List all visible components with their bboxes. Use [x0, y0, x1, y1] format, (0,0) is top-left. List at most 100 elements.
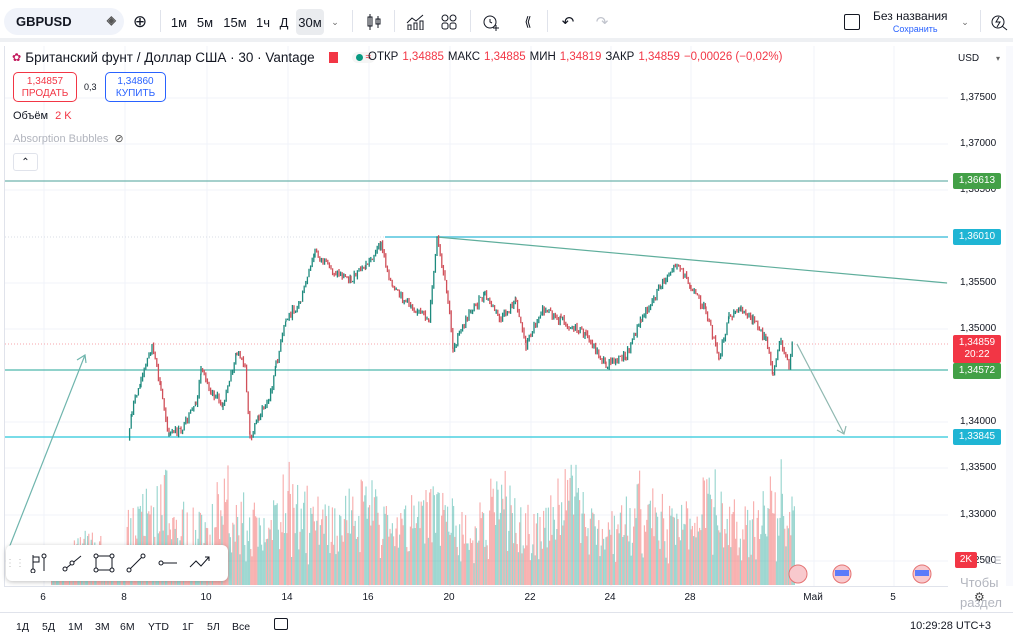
price-tick: 1,37000: [960, 138, 997, 149]
replay-icon[interactable]: ⟪: [524, 14, 532, 29]
buy-button[interactable]: 1,34860 КУПИТЬ: [105, 72, 166, 102]
date-range-calendar-icon[interactable]: [274, 618, 288, 630]
range-button[interactable]: Все: [232, 621, 251, 633]
time-axis-settings-icon[interactable]: ⚙: [974, 590, 985, 604]
indicators-icon[interactable]: [404, 9, 426, 35]
redo-icon[interactable]: ↷: [595, 14, 609, 31]
interval-dropdown-chevron-icon[interactable]: ⌄: [331, 16, 339, 27]
range-button[interactable]: 6М: [120, 621, 135, 633]
layout-checkbox[interactable]: [842, 9, 862, 35]
eye-hidden-icon[interactable]: ⊘: [114, 133, 124, 145]
ohlc-values: ОТКР 1,34885 МАКС 1,34885 МИН 1,34819 ЗАКР 1…: [368, 51, 782, 63]
chart-pane[interactable]: [4, 46, 949, 586]
range-button[interactable]: YTD: [148, 621, 169, 633]
price-axis[interactable]: [948, 46, 1006, 586]
price-candles: [128, 235, 793, 441]
indicator-name: Absorption Bubbles: [13, 132, 109, 145]
volume-label: Объём: [13, 110, 49, 122]
data-status-icon: ≈: [351, 52, 376, 63]
volume-legend[interactable]: Объём 2 K: [13, 110, 72, 122]
market-status-icon: [328, 52, 338, 63]
price-tick: 1,32500: [960, 555, 997, 566]
alert-add-icon[interactable]: [480, 9, 502, 35]
interval-5m[interactable]: 5м: [196, 14, 214, 30]
time-label: 6: [40, 592, 46, 603]
range-button[interactable]: 1М: [68, 621, 83, 633]
time-label: 16: [362, 592, 374, 603]
layout-save-link[interactable]: Сохранить: [892, 24, 938, 34]
chevron-down-icon: ▾: [995, 53, 1000, 63]
overlay-text-1: 1 Е: [985, 555, 1002, 567]
price-tick: 1,33000: [960, 509, 997, 520]
layout-name[interactable]: Без названия Сохранить: [873, 10, 948, 36]
currency-selector[interactable]: USD ▾: [952, 47, 1006, 69]
candles-chart-type-icon[interactable]: [364, 9, 384, 35]
fib-tool-icon[interactable]: [24, 548, 56, 578]
up-arrow: [8, 354, 86, 549]
price-tick: 1,37500: [960, 92, 997, 103]
spread-value: 0,3: [84, 82, 97, 92]
time-label: 22: [524, 592, 536, 603]
range-button[interactable]: 3М: [95, 621, 110, 633]
interval-15m[interactable]: 15м: [223, 14, 247, 30]
interval-1h[interactable]: 1ч: [255, 14, 270, 30]
volume-value: 2 K: [55, 110, 72, 122]
high-value: 1,34885: [484, 51, 526, 63]
chart-legend[interactable]: ✿ Британский фунт / Доллар США · 30 · Va…: [12, 50, 376, 65]
path-tool-icon[interactable]: [184, 548, 216, 578]
undo-icon[interactable]: ↶: [561, 14, 575, 31]
time-label: 8: [121, 592, 127, 603]
indicator-legend[interactable]: Absorption Bubbles ⊘: [13, 132, 124, 146]
collapse-legend-chevron-icon[interactable]: ⌃: [13, 153, 38, 171]
buy-label: КУПИТЬ: [115, 88, 156, 99]
templates-icon[interactable]: [438, 9, 460, 35]
interval-d[interactable]: Д: [279, 14, 289, 30]
high-label: МАКС: [447, 51, 481, 63]
price-tick: 1,34000: [960, 416, 997, 427]
ray-tool-icon[interactable]: [56, 548, 88, 578]
interval-30m[interactable]: 30м: [296, 9, 324, 35]
range-button[interactable]: 1Д: [16, 621, 29, 633]
price-tick: 1,35500: [960, 277, 997, 288]
buy-price: 1,34860: [117, 76, 154, 87]
open-label: ОТКР: [368, 51, 399, 63]
chart-canvas[interactable]: [5, 46, 949, 586]
flag-icon: ✿: [12, 52, 22, 64]
economic-event-icons: [788, 564, 932, 584]
time-axis[interactable]: [4, 586, 948, 610]
time-label: 14: [281, 592, 293, 603]
sell-button[interactable]: 1,34857 ПРОДАТЬ: [13, 72, 77, 102]
price-tick: 1,35000: [960, 323, 997, 334]
layout-title: Без названия: [873, 9, 948, 23]
interval-1m[interactable]: 1м: [170, 14, 188, 30]
time-label: Май: [803, 592, 823, 603]
range-button[interactable]: 1Г: [182, 621, 194, 633]
close-value: 1,34859: [638, 51, 680, 63]
low-label: МИН: [529, 51, 556, 63]
layout-chevron-icon[interactable]: ⌄: [961, 16, 969, 27]
down-arrow: [796, 343, 845, 435]
price-tag: 1,36010: [953, 229, 1001, 245]
overlay-text-2: Чтобы: [960, 575, 999, 590]
drag-handle-icon[interactable]: ⋮⋮: [5, 557, 25, 569]
symbol-title[interactable]: Британский фунт / Доллар США · 30 · Vant…: [25, 50, 315, 65]
symbol-search[interactable]: GBPUSD ◈: [4, 8, 124, 35]
low-value: 1,34819: [559, 51, 602, 63]
price-tag: 2K: [955, 552, 977, 568]
range-button[interactable]: 5Л: [207, 621, 220, 633]
price-tag: 20:22: [953, 347, 1001, 363]
rectangle-tool-icon[interactable]: [88, 548, 120, 578]
horizontal-ray-tool-icon[interactable]: [152, 548, 184, 578]
clock[interactable]: 10:29:28 UTC+3: [910, 620, 992, 632]
range-button[interactable]: 5Д: [42, 621, 55, 633]
time-label: 10: [200, 592, 212, 603]
trendline-tool-icon[interactable]: [120, 548, 152, 578]
sell-price: 1,34857: [26, 76, 64, 87]
open-value: 1,34885: [402, 51, 444, 63]
quick-search-icon[interactable]: [988, 9, 1010, 35]
symbol-name: GBPUSD: [16, 14, 72, 29]
compare-add-icon[interactable]: ⊕: [132, 12, 148, 31]
time-label: 5: [890, 592, 896, 603]
price-tick: 1,33500: [960, 462, 997, 473]
diamond-icon[interactable]: ◈: [106, 13, 116, 27]
